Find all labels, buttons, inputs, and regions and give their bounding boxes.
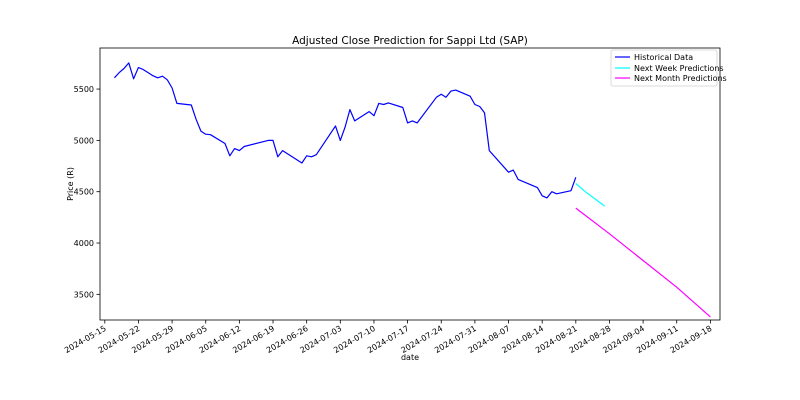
x-axis-label: date <box>401 353 419 362</box>
next-week-predictions-line <box>575 183 606 207</box>
y-tick-label: 4500 <box>74 188 94 197</box>
x-axis: 2024-05-152024-05-222024-05-292024-06-05… <box>63 320 713 355</box>
legend-next-week-predictions: Next Week Predictions <box>634 64 724 73</box>
y-tick-label: 4000 <box>74 239 94 248</box>
plot-lines <box>113 62 711 318</box>
y-tick-label: 5000 <box>74 136 94 145</box>
legend: Historical Data Next Week Predictions Ne… <box>610 49 727 87</box>
y-tick-label: 5500 <box>74 85 94 94</box>
legend-next-month-predictions: Next Month Predictions <box>634 74 727 83</box>
chart-title: Adjusted Close Prediction for Sappi Ltd … <box>292 35 528 47</box>
y-tick-label: 3500 <box>74 290 94 299</box>
historical-data-line <box>113 62 577 199</box>
legend-box <box>610 49 718 87</box>
plot-area <box>99 47 721 321</box>
legend-historical-data: Historical Data <box>634 53 693 62</box>
y-axis-label: Price (R) <box>66 167 75 201</box>
y-axis: 3500 4000 4500 5000 5500 <box>74 85 100 299</box>
next-month-predictions-line <box>575 207 711 318</box>
